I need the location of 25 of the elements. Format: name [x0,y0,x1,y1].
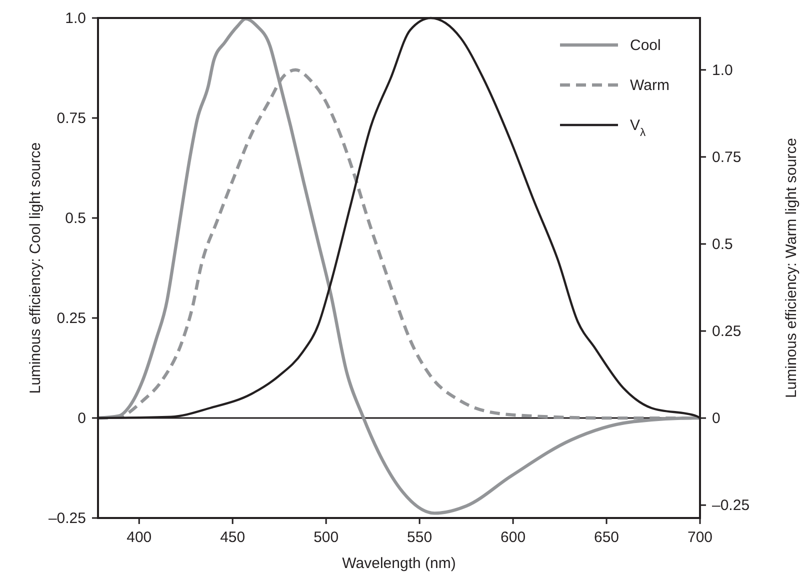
y-tick-label: –0.25 [48,510,86,527]
x-tick-label: 600 [500,529,526,546]
x-tick-label: 400 [126,529,152,546]
y2-axis-title: Luminous efficiency: Warm light source [783,138,800,398]
legend-label: V$_{λ}$ [630,117,646,139]
y-axis-title: Luminous efficiency: Cool light source [27,142,44,394]
y-tick-label: 0 [78,410,86,427]
y2-tick-label: 1.0 [712,62,733,79]
y-tick-label: 0.25 [56,310,86,327]
x-tick-label: 550 [407,529,432,546]
y-tick-label: 0.75 [56,110,86,127]
y2-tick-label: 0.75 [712,148,742,166]
y-tick-label: 0.5 [65,210,86,227]
y2-tick-label: 0 [712,410,720,428]
y2-tick-label: 0.25 [712,323,742,340]
legend-label: Warm [630,77,670,94]
legend-label: Cool [630,37,661,54]
y2-tick-label: 0.5 [712,236,733,253]
x-tick-label: 650 [594,529,620,546]
x-tick-label: 700 [687,529,713,546]
y2-tick-label: –0.25 [712,497,750,514]
x-axis-title: Wavelength (nm) [342,555,456,572]
y-tick-label: 1.0 [65,10,86,27]
x-tick-label: 500 [314,529,339,546]
x-tick-label: 450 [220,529,246,546]
